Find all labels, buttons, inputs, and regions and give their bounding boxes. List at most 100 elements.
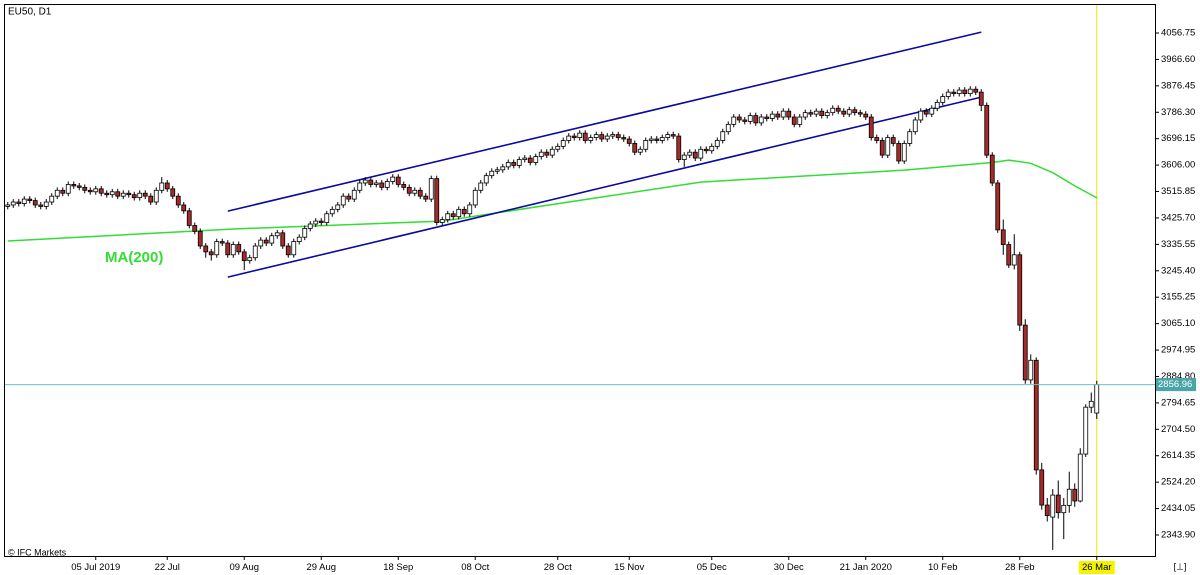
candle-body	[934, 101, 940, 109]
candle-body	[164, 182, 170, 190]
candle-body	[71, 184, 77, 187]
candle-body	[186, 210, 192, 226]
y-tick-label: 3515.85	[1161, 186, 1195, 197]
x-tick-label: 15 Nov	[614, 562, 644, 573]
candle-body	[758, 116, 764, 124]
y-tick-label: 4056.75	[1161, 28, 1195, 39]
candle-body	[577, 132, 583, 138]
candle-body	[456, 208, 462, 218]
candle-body	[555, 145, 561, 150]
candle-body	[32, 200, 38, 206]
y-tick-label: 2884.80	[1161, 371, 1195, 382]
candle-body	[373, 182, 379, 185]
x-tick-label: 10 Feb	[928, 562, 958, 573]
candle-body	[1033, 359, 1039, 471]
candle-body	[258, 239, 264, 247]
candle-body	[681, 154, 687, 160]
candle-body	[852, 109, 858, 114]
candle-body	[1088, 400, 1094, 408]
candle-body	[863, 113, 869, 118]
candle-body	[302, 228, 308, 238]
candle-body	[269, 235, 275, 244]
candle-body	[698, 148, 704, 159]
candle-body	[214, 241, 220, 256]
candle-body	[736, 116, 742, 121]
scale-icon[interactable]: [⊥]	[1174, 561, 1187, 571]
candle-body	[516, 159, 522, 166]
candle-body	[808, 112, 814, 115]
candle-body	[544, 151, 550, 156]
candle-body	[16, 201, 22, 204]
candle-body	[406, 186, 412, 194]
candle-body	[54, 189, 60, 197]
candle-body	[478, 182, 484, 191]
candle-body	[626, 138, 632, 144]
candle-body	[505, 162, 511, 168]
x-tick-label: 21 Jan 2020	[840, 562, 892, 573]
candle-body	[676, 135, 682, 160]
price-label-box	[1156, 378, 1196, 392]
x-tick-label: 08 Oct	[461, 562, 489, 573]
candle-body	[615, 134, 621, 138]
candle-body	[208, 251, 214, 256]
candle-body	[82, 186, 88, 191]
candle-body	[1077, 453, 1083, 502]
candle-body	[500, 166, 506, 171]
x-tick-label: 05 Jul 2019	[71, 562, 120, 573]
candle-body	[714, 140, 720, 147]
candle-body	[896, 143, 902, 162]
candle-body	[857, 112, 863, 115]
candle-body	[1066, 488, 1072, 506]
candle-body	[434, 178, 440, 223]
y-tick-label: 3696.15	[1161, 133, 1195, 144]
candle-body	[1028, 359, 1034, 381]
candle-body	[1006, 244, 1012, 266]
candle-body	[527, 157, 533, 163]
candle-body	[995, 182, 1001, 231]
candle-body	[384, 181, 390, 188]
candle-body	[940, 96, 946, 103]
candle-body	[753, 115, 759, 124]
candle-body	[445, 213, 451, 221]
candle-body	[846, 109, 852, 115]
candle-body	[181, 204, 187, 212]
candle-body	[27, 198, 33, 201]
candle-body	[192, 225, 198, 232]
candle-body	[296, 236, 302, 242]
candle-body	[720, 131, 726, 141]
candle-body	[511, 162, 517, 166]
candle-body	[868, 116, 874, 138]
x-tick-label: 28 Oct	[544, 562, 572, 573]
x-tick-label: 22 Jul	[155, 562, 180, 573]
x-tick-label: 09 Aug	[229, 562, 259, 573]
y-tick-label: 3155.25	[1161, 292, 1195, 303]
candle-body	[764, 116, 770, 119]
candle-body	[709, 145, 715, 152]
candle-body	[428, 178, 434, 200]
candle-body	[637, 148, 643, 153]
candle-body	[230, 244, 236, 256]
candle-body	[329, 208, 335, 215]
candle-body	[599, 134, 605, 140]
candle-body	[571, 135, 577, 138]
candle-body	[560, 140, 566, 147]
candle-body	[65, 184, 71, 194]
candle-body	[747, 115, 753, 122]
candle-body	[467, 204, 473, 215]
x-tick-label: 26 Mar	[1082, 562, 1112, 573]
candle-body	[247, 257, 253, 262]
candle-body	[131, 194, 137, 199]
cursor-date-box	[1078, 561, 1115, 574]
candle-body	[423, 195, 429, 200]
candle-body	[835, 107, 841, 112]
candle-body	[368, 179, 374, 185]
candle-body	[203, 245, 209, 253]
candle-body	[901, 143, 907, 162]
candle-body	[687, 151, 693, 156]
candle-body	[549, 148, 555, 156]
candle-body	[830, 107, 836, 114]
candle-body	[346, 195, 352, 200]
candle-body	[654, 138, 660, 141]
